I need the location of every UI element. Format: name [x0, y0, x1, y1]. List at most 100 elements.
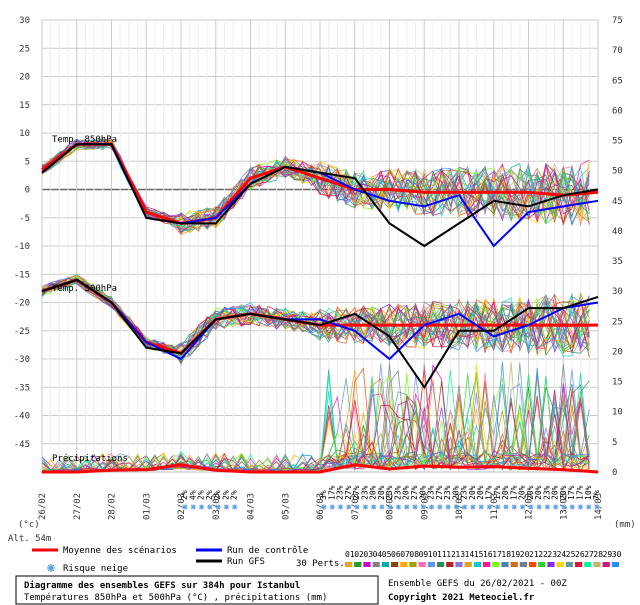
snow-percent-label: 20% [468, 485, 477, 500]
pert-legend: 01 02 03 04 05 06 07 08 09 10 11 12 13 14 15 16 17 18 19 20… [345, 550, 622, 567]
pert-swatch [391, 562, 399, 567]
pert-swatch [611, 562, 619, 567]
left-axis: 30 25 20 15 10 5 0 -5 -10 -15 -20 -25 -30 -35 -40 -45 [14, 16, 30, 450]
snowflake-icon [577, 504, 583, 510]
left-tick-label: 25 [19, 44, 30, 54]
pert-number: 15 [474, 550, 484, 559]
pert-number: 14 [465, 550, 475, 559]
snow-percent-label: 20% [451, 485, 460, 500]
pert-number: 19 [511, 550, 521, 559]
footer-subtitle: Températures 850hPa et 500hPa (°C) , pré… [24, 592, 327, 603]
snowflake-icon [553, 504, 559, 510]
left-tick-label: -25 [14, 327, 30, 337]
snowflake-icon [379, 504, 385, 510]
ensemble-member-line [41, 274, 590, 354]
right-tick-label: 50 [612, 167, 623, 177]
pert-number: 21 [529, 550, 539, 559]
snow-percent-label: 23% [385, 485, 394, 500]
left-tick-label: -5 [19, 214, 30, 224]
snow-percent-label: 2% [180, 490, 189, 500]
snow-percent-label: 23% [427, 485, 436, 500]
snow-percent-label: 23% [336, 485, 345, 500]
left-tick-label: 5 [25, 157, 30, 167]
pert-swatch [593, 562, 601, 567]
snow-percent-label: 23% [393, 485, 402, 500]
x-tick-label: 06/03 [316, 493, 326, 520]
right-tick-label: 25 [612, 317, 623, 327]
pert-number: 03 [363, 550, 373, 559]
snowflake-icon [453, 504, 459, 510]
pert-swatch [556, 562, 564, 567]
snow-percent-label: 17% [484, 485, 493, 500]
snow-percent-label: 20% [418, 485, 427, 500]
snowflake-icon [478, 504, 484, 510]
right-tick-label: 40 [612, 227, 623, 237]
snow-percent-label: 20% [501, 485, 510, 500]
snowflake-icon [47, 564, 55, 572]
snowflake-icon [437, 504, 443, 510]
snow-percent-label: 10% [584, 485, 593, 500]
pert-swatch [400, 562, 408, 567]
snowflake-icon [182, 504, 188, 510]
pert-swatch [437, 562, 445, 567]
snow-percent-label: 20% [369, 485, 378, 500]
snowflake-icon [362, 504, 368, 510]
snowflake-icon [232, 504, 238, 510]
x-tick-label: 02/03 [177, 493, 187, 520]
pert-swatch [538, 562, 546, 567]
legend-snow-label: Risque neige [63, 564, 128, 574]
pert-swatch [455, 562, 463, 567]
pert-number: 11 [437, 550, 447, 559]
pert-swatch [473, 562, 481, 567]
pert-swatch [492, 562, 500, 567]
snowflake-icon [429, 504, 435, 510]
x-tick-label: 14/03 [594, 493, 604, 520]
left-tick-label: 30 [19, 16, 30, 26]
label-t850: Temp. 850hPa [52, 135, 117, 145]
snow-percent-label: 2% [221, 490, 230, 500]
pert-number: 17 [492, 550, 502, 559]
snow-percent-label: 23% [542, 485, 551, 500]
snow-percent-label: 7% [592, 490, 601, 500]
snowflake-icon [470, 504, 476, 510]
right-tick-label: 10 [612, 408, 623, 418]
pert-number: 06 [391, 550, 401, 559]
pert-swatch [547, 562, 555, 567]
right-tick-label: 75 [612, 16, 623, 26]
legend-mean-label: Moyenne des scénarios [63, 545, 177, 556]
snow-percent-label: 20% [559, 485, 568, 500]
pert-swatch [372, 562, 380, 567]
pert-number: 23 [547, 550, 557, 559]
right-tick-label: 35 [612, 257, 623, 267]
pert-number: 08 [409, 550, 419, 559]
snowflake-icon [511, 504, 517, 510]
pert-number: 29 [603, 550, 613, 559]
x-tick-label: 26/02 [38, 493, 48, 520]
pert-swatch [427, 562, 435, 567]
snowflake-icon [445, 504, 451, 510]
right-tick-label: 20 [612, 347, 623, 357]
snowflake-icon [569, 504, 575, 510]
snow-percent-label: 20% [534, 485, 543, 500]
pert-number: 04 [373, 550, 383, 559]
snowflake-icon [520, 504, 526, 510]
snowflake-icon [354, 504, 360, 510]
x-tick-label: 10/03 [455, 493, 465, 520]
pert-number: 12 [446, 550, 456, 559]
snow-percent-label: 17% [327, 485, 336, 500]
snowflake-icon [215, 504, 221, 510]
pert-swatch [483, 562, 491, 567]
left-tick-label: 20 [19, 73, 30, 83]
snowflake-icon [338, 504, 344, 510]
pert-number: 09 [419, 550, 429, 559]
pert-swatch [464, 562, 472, 567]
right-tick-label: 5 [612, 438, 617, 448]
pert-swatch [501, 562, 509, 567]
footer-title: Diagramme des ensembles GEFS sur 384h po… [24, 580, 300, 591]
snow-percent-label: 17% [575, 485, 584, 500]
snow-percent-label: 2% [230, 490, 239, 500]
snow-percent-label: 17% [493, 485, 502, 500]
right-tick-label: 30 [612, 287, 623, 297]
snowflake-icon [528, 504, 534, 510]
